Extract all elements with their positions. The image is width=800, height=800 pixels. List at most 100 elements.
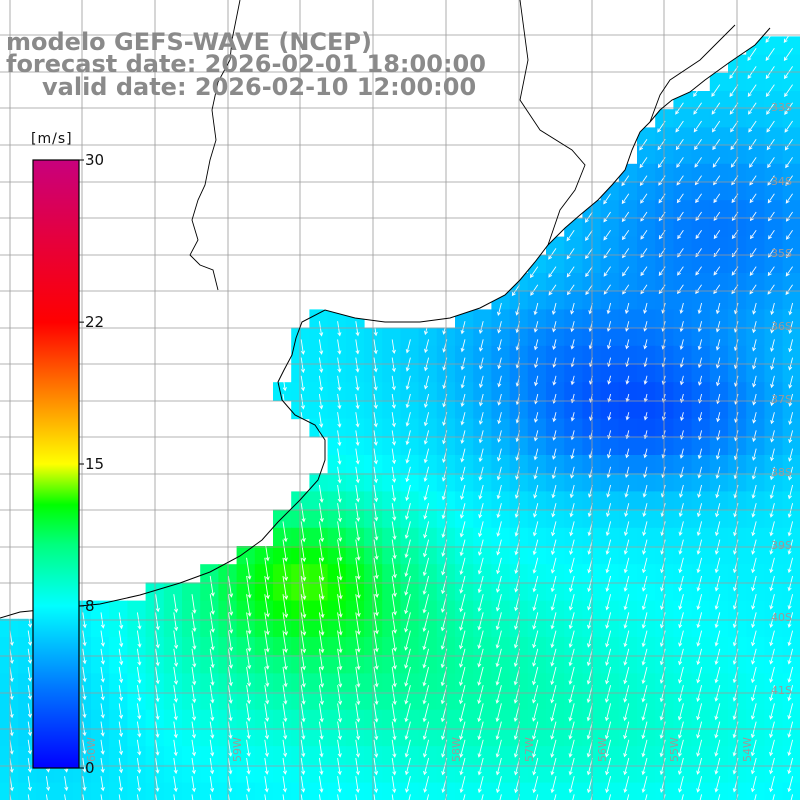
wind-arrow <box>422 685 430 705</box>
wind-arrow <box>173 685 178 703</box>
field-cell <box>163 782 183 800</box>
field-cell <box>273 637 292 656</box>
field-cell <box>655 527 674 547</box>
field-cell <box>0 746 19 765</box>
wind-arrow <box>227 721 233 740</box>
wind-arrow <box>641 721 648 740</box>
field-cell <box>746 291 765 310</box>
field-cell <box>564 400 583 420</box>
wind-arrow <box>318 321 324 337</box>
field-cell <box>546 400 565 420</box>
wind-arrow <box>373 521 379 541</box>
wind-arrow <box>227 575 234 598</box>
field-cell <box>345 655 365 674</box>
wind-arrow <box>191 703 197 721</box>
field-cell <box>455 546 474 565</box>
wind-arrow <box>532 648 539 667</box>
field-cell <box>709 455 729 474</box>
latitude-label: 38S <box>771 466 792 479</box>
field-cell <box>673 709 693 729</box>
wind-arrow <box>282 776 287 793</box>
field-cell <box>691 473 711 492</box>
wind-arrow <box>495 666 502 686</box>
wind-arrow <box>643 375 648 385</box>
field-cell <box>728 637 747 656</box>
field-cell <box>691 709 711 729</box>
field-cell <box>618 527 638 547</box>
wind-arrow <box>246 739 251 757</box>
wind-arrow <box>532 739 539 758</box>
wind-arrow <box>282 721 288 740</box>
wind-arrow <box>533 466 539 480</box>
field-cell <box>618 509 638 529</box>
field-cell <box>637 455 656 474</box>
wind-arrow <box>246 776 251 793</box>
wind-arrow <box>423 412 430 427</box>
field-cell <box>254 618 274 638</box>
wind-arrow <box>770 357 775 371</box>
field-cell <box>327 691 347 711</box>
field-cell <box>382 491 401 511</box>
wind-arrow <box>752 321 757 334</box>
field-cell <box>655 546 674 565</box>
wind-arrow <box>27 685 32 700</box>
wind-arrow <box>714 703 721 721</box>
field-cell <box>309 709 329 729</box>
field-cell <box>491 345 511 365</box>
wind-arrow <box>318 721 324 740</box>
wind-arrow <box>570 302 575 315</box>
wind-arrow <box>337 703 343 723</box>
field-cell <box>709 527 729 547</box>
field-cell <box>618 728 638 747</box>
field-cell <box>91 600 110 620</box>
field-cell <box>600 218 620 238</box>
field-cell <box>746 91 765 110</box>
wind-arrow <box>404 612 411 633</box>
field-cell <box>291 582 310 602</box>
wind-arrow <box>659 721 666 739</box>
field-cell <box>491 546 511 565</box>
field-cell <box>637 564 656 583</box>
wind-arrow <box>355 575 361 599</box>
wind-arrow <box>788 375 794 389</box>
field-cell <box>600 728 620 747</box>
wind-arrow <box>282 594 289 619</box>
field-cell <box>564 637 583 656</box>
field-cell <box>600 655 620 674</box>
wind-arrow <box>404 721 411 741</box>
field-cell <box>546 309 565 329</box>
field-cell <box>109 600 128 620</box>
wind-arrow <box>496 557 502 575</box>
wind-arrow <box>391 503 397 521</box>
field-cell <box>637 400 656 420</box>
field-cell <box>418 509 438 529</box>
field-cell <box>782 345 800 365</box>
latitude-label: 34S <box>771 175 792 188</box>
field-cell <box>764 109 784 128</box>
field-cell <box>345 728 365 747</box>
wind-arrow <box>405 484 411 502</box>
field-cell <box>782 400 800 420</box>
wind-arrow <box>788 302 794 316</box>
wind-arrow <box>209 666 215 686</box>
wind-arrow <box>717 794 721 800</box>
field-cell <box>473 309 492 329</box>
wind-arrow <box>373 739 379 758</box>
field-cell <box>655 491 674 511</box>
field-cell <box>455 436 474 456</box>
wind-arrow <box>155 739 160 756</box>
wind-arrow <box>300 521 306 543</box>
field-cell <box>764 509 784 529</box>
field-cell <box>746 491 765 511</box>
field-cell <box>782 455 800 474</box>
latitude-label: 35S <box>771 247 792 260</box>
field-cell <box>455 600 474 620</box>
wind-arrow <box>715 302 721 315</box>
field-cell <box>673 782 693 800</box>
wind-arrow <box>769 557 775 574</box>
field-cell <box>527 655 547 674</box>
field-cell <box>473 473 492 492</box>
field-cell <box>91 746 110 765</box>
field-cell <box>127 655 147 674</box>
